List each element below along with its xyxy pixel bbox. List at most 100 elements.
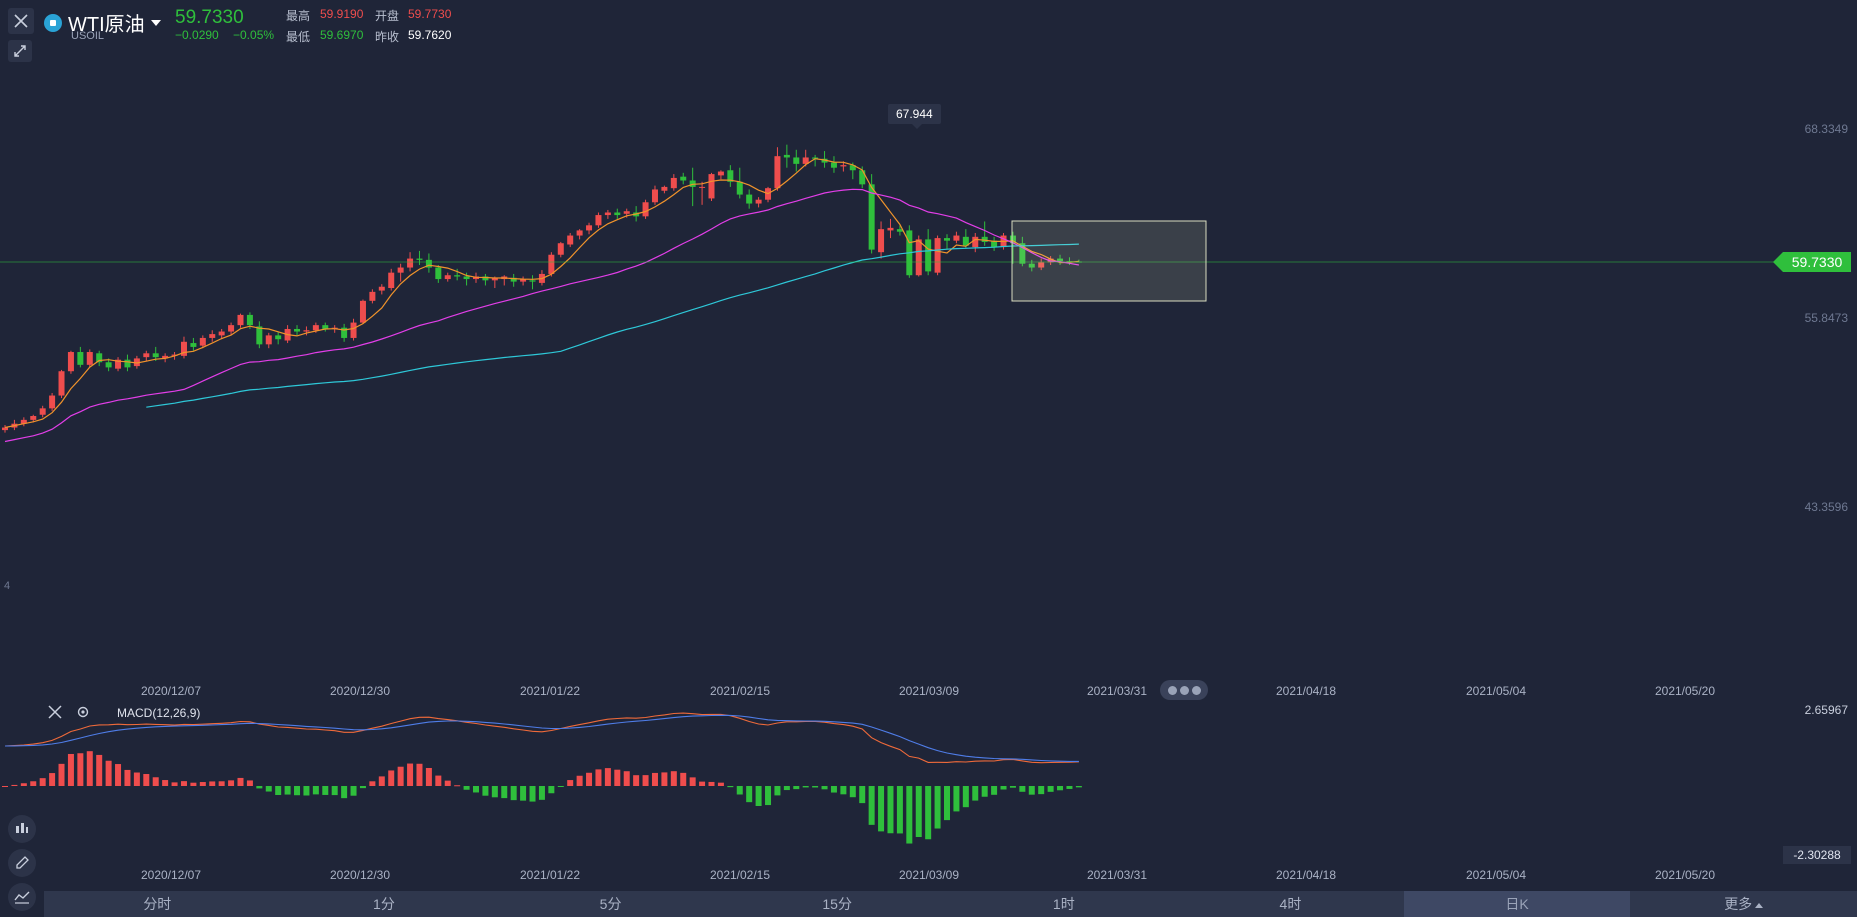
candle-body bbox=[77, 352, 84, 365]
candle-body bbox=[388, 272, 395, 289]
timeframe-tab[interactable]: 日K bbox=[1403, 891, 1631, 917]
macd-histogram-bar bbox=[397, 766, 404, 786]
macd-histogram-bar bbox=[595, 769, 602, 786]
max-price-marker: 67.944 bbox=[888, 104, 941, 129]
indicator-tool-button[interactable] bbox=[8, 883, 36, 911]
pencil-tool-button[interactable] bbox=[8, 849, 36, 877]
low-label: 最低 bbox=[286, 30, 311, 44]
macd-histogram-bar bbox=[981, 786, 988, 797]
dot-icon bbox=[1167, 685, 1177, 695]
candle-body bbox=[1057, 258, 1064, 262]
candle-body bbox=[887, 227, 894, 231]
macd-histogram-bar bbox=[416, 763, 423, 786]
macd-histogram-bar bbox=[849, 786, 856, 798]
candle-body bbox=[265, 335, 272, 345]
timeframe-tab[interactable]: 更多 bbox=[1630, 891, 1857, 917]
macd-histogram-bar bbox=[482, 786, 489, 796]
candle-body bbox=[322, 325, 329, 329]
candle-body bbox=[520, 279, 527, 282]
candle-body bbox=[275, 335, 282, 340]
candle-body bbox=[444, 275, 451, 280]
candle-body bbox=[20, 419, 27, 424]
macd-histogram-bar bbox=[105, 760, 112, 786]
candle-body bbox=[39, 408, 46, 415]
candle-body bbox=[868, 184, 875, 250]
prev-close-value: 59.7620 bbox=[408, 28, 452, 42]
candle-body bbox=[586, 225, 593, 231]
macd-histogram-bar bbox=[49, 773, 56, 786]
close-button[interactable] bbox=[8, 8, 34, 34]
candle-body bbox=[190, 343, 197, 347]
timeframe-tab[interactable]: 1时 bbox=[1052, 896, 1075, 912]
draw-tool-icon bbox=[14, 45, 26, 57]
macd-histogram-bar bbox=[180, 781, 187, 786]
candle-body bbox=[2, 427, 8, 431]
candle-body bbox=[96, 353, 103, 363]
macd-histogram-bar bbox=[2, 786, 8, 787]
candle-body bbox=[755, 199, 762, 204]
timeframe-tab[interactable]: 5分 bbox=[599, 896, 622, 912]
candle-body bbox=[303, 330, 310, 332]
symbol-selector[interactable]: WTI原油 bbox=[44, 8, 161, 37]
macd-histogram-bar bbox=[388, 770, 395, 786]
pencil-icon bbox=[16, 856, 29, 869]
more-options-button[interactable] bbox=[1160, 680, 1208, 700]
price-chart[interactable]: 68.3349 55.8473 43.3596 4 2.65967 2020/12/07… bbox=[0, 0, 1857, 891]
macd-histogram-bar bbox=[1000, 786, 1007, 790]
timeframe-tab[interactable]: 1分 bbox=[373, 896, 395, 912]
macd-histogram-bar bbox=[378, 776, 385, 786]
candle-body bbox=[614, 212, 621, 216]
price-axis-edge-label: 4 bbox=[4, 580, 10, 592]
candle-body bbox=[124, 359, 131, 368]
candle-body bbox=[397, 267, 404, 273]
candle-body bbox=[529, 280, 536, 282]
selection-rectangle[interactable] bbox=[1011, 220, 1207, 302]
macd-histogram-bar bbox=[133, 772, 140, 786]
high-label: 最高 bbox=[286, 9, 311, 23]
macd-histogram-bar bbox=[887, 786, 894, 834]
ma-mid-line bbox=[4, 188, 1080, 443]
timeframe-tab[interactable]: 分时 bbox=[143, 896, 172, 912]
candle-body bbox=[604, 212, 611, 216]
macd-date-axis-label: 2021/01/22 bbox=[520, 868, 580, 882]
macd-histogram-bar bbox=[633, 775, 640, 786]
macd-histogram-bar bbox=[774, 786, 781, 796]
candle-body bbox=[407, 258, 414, 268]
candle-body bbox=[661, 186, 668, 191]
macd-max-label: 2.65967 bbox=[1805, 703, 1849, 717]
candle-body bbox=[915, 239, 922, 276]
date-axis-label: 2021/02/15 bbox=[710, 684, 770, 698]
candle-body bbox=[180, 341, 187, 356]
macd-histogram-bar bbox=[896, 786, 903, 834]
macd-date-axis-label: 2021/02/15 bbox=[710, 868, 770, 882]
close-icon[interactable] bbox=[48, 705, 62, 719]
chevron-up-icon bbox=[1755, 902, 1764, 908]
gear-icon[interactable] bbox=[76, 705, 90, 719]
candle-body bbox=[162, 355, 169, 359]
candle-body bbox=[793, 157, 800, 164]
candle-body bbox=[1019, 243, 1026, 264]
timeframe-tab[interactable]: 4时 bbox=[1279, 896, 1302, 912]
macd-histogram-bar bbox=[463, 786, 470, 790]
macd-histogram-bar bbox=[962, 786, 969, 808]
draw-tool-button[interactable] bbox=[8, 40, 32, 62]
macd-histogram-bar bbox=[538, 786, 545, 800]
macd-histogram-bar bbox=[1019, 786, 1026, 792]
macd-histogram-bar bbox=[322, 786, 329, 795]
macd-histogram-bar bbox=[350, 786, 357, 796]
macd-histogram-bar bbox=[670, 771, 677, 786]
macd-histogram-bar bbox=[473, 786, 479, 793]
candle-body bbox=[30, 416, 37, 420]
candle-body bbox=[369, 291, 376, 301]
candle-body bbox=[454, 275, 461, 277]
candle-body bbox=[802, 157, 809, 164]
candle-body bbox=[962, 236, 969, 246]
price-axis-label: 68.3349 bbox=[1805, 122, 1849, 136]
candle-body bbox=[699, 186, 706, 188]
candles-tool-button[interactable] bbox=[8, 815, 36, 843]
candle-body bbox=[246, 314, 253, 326]
macd-histogram-bar bbox=[925, 786, 932, 840]
timeframe-tab[interactable]: 15分 bbox=[822, 896, 852, 912]
macd-dif-line bbox=[4, 712, 1079, 764]
macd-histogram-bar bbox=[359, 786, 366, 789]
